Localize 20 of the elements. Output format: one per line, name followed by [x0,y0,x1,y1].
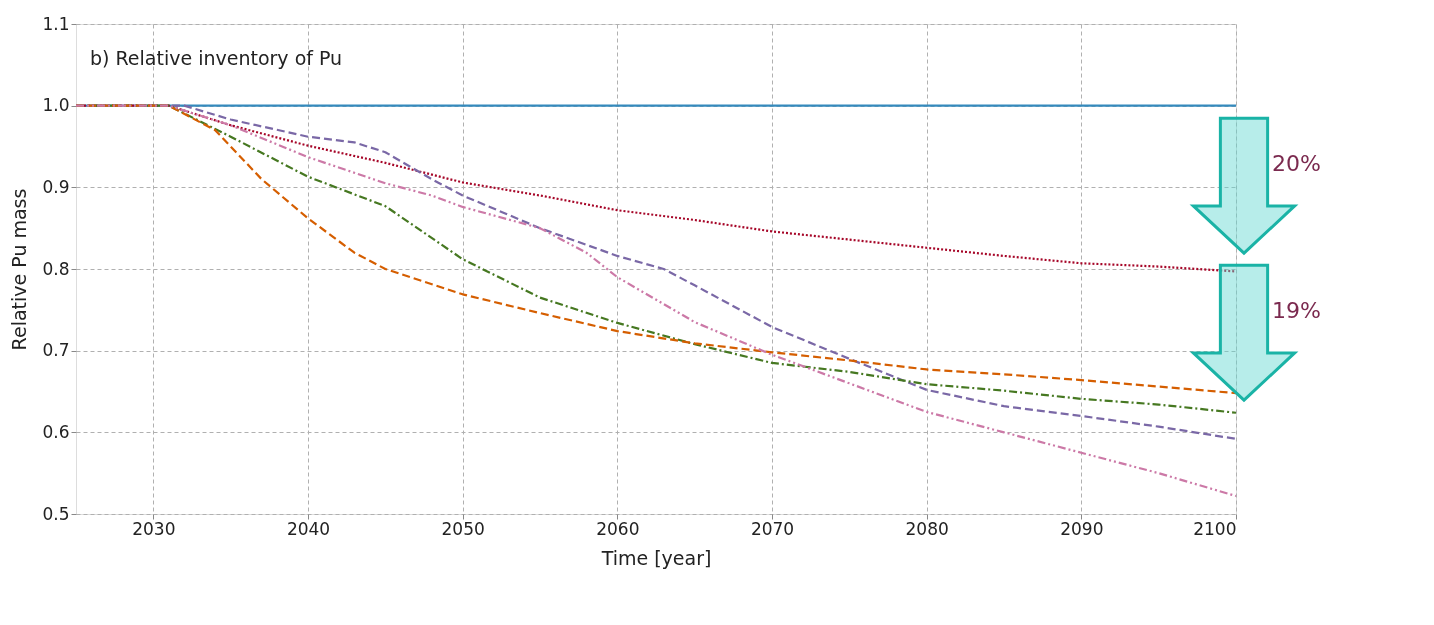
x-tick-label: 2030 [132,518,176,539]
y-tick-label: 0.7 [42,340,70,361]
x-tick-label: 2060 [596,518,640,539]
text: b) Relative inventory of Pu [90,47,343,69]
y-tick-label: 0.6 [42,421,70,442]
y-tick-label: 1.0 [42,95,70,116]
x-tick-label: 2080 [905,518,949,539]
x-tick-label: 2070 [750,518,795,539]
x-tick-label: 2090 [1060,518,1104,539]
y-axis-title: Relative Pu mass [8,188,31,351]
x-tick-label: 2050 [441,518,485,539]
y-tick-label: 0.9 [42,176,70,197]
text: 20% [1272,150,1321,176]
text: 19% [1272,297,1321,323]
y-tick-label: 0.5 [42,503,70,524]
y-tick-label: 1.1 [42,13,70,34]
y-tick-label: 0.8 [42,258,70,279]
x-axis-title: Time [year] [600,546,712,569]
x-tick-label: 2100 [1193,518,1237,539]
x-tick-label: 2040 [286,518,331,539]
